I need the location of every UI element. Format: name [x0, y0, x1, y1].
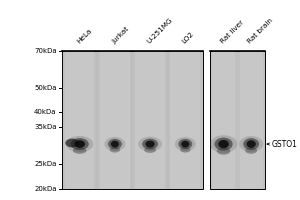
Ellipse shape [180, 147, 190, 153]
FancyBboxPatch shape [212, 51, 235, 189]
Text: U-251MG: U-251MG [146, 17, 174, 45]
Bar [62, 51, 203, 189]
Text: GSTO1: GSTO1 [272, 140, 298, 149]
Ellipse shape [178, 139, 192, 149]
Text: 35kDa: 35kDa [34, 124, 57, 130]
Bar [210, 51, 265, 189]
FancyBboxPatch shape [100, 51, 130, 189]
Text: 50kDa: 50kDa [34, 85, 57, 91]
Ellipse shape [214, 138, 233, 151]
FancyBboxPatch shape [135, 51, 165, 189]
Text: Jurkat: Jurkat [111, 26, 130, 45]
Ellipse shape [181, 141, 189, 147]
Ellipse shape [108, 139, 122, 149]
Ellipse shape [74, 140, 85, 148]
Text: 70kDa: 70kDa [34, 48, 57, 54]
Ellipse shape [243, 138, 259, 150]
Ellipse shape [104, 137, 125, 151]
Text: Rat brain: Rat brain [247, 17, 274, 45]
Ellipse shape [110, 147, 120, 153]
Ellipse shape [239, 136, 263, 152]
FancyBboxPatch shape [240, 51, 263, 189]
Ellipse shape [65, 139, 79, 147]
Text: 20kDa: 20kDa [34, 186, 57, 192]
Ellipse shape [210, 135, 237, 153]
Ellipse shape [247, 140, 256, 148]
Ellipse shape [175, 137, 196, 151]
Ellipse shape [245, 147, 257, 154]
Ellipse shape [217, 148, 230, 155]
Ellipse shape [144, 147, 156, 153]
Text: LO2: LO2 [181, 31, 195, 45]
Ellipse shape [146, 141, 155, 148]
FancyBboxPatch shape [65, 51, 94, 189]
FancyBboxPatch shape [170, 51, 200, 189]
Text: 25kDa: 25kDa [34, 161, 57, 167]
Ellipse shape [66, 136, 93, 152]
Ellipse shape [138, 137, 162, 151]
Ellipse shape [70, 138, 89, 150]
Text: Rat liver: Rat liver [219, 19, 245, 45]
Ellipse shape [111, 141, 119, 147]
Text: HeLa: HeLa [76, 28, 93, 45]
Ellipse shape [218, 140, 229, 148]
Text: 40kDa: 40kDa [34, 109, 57, 115]
Ellipse shape [73, 147, 86, 154]
Ellipse shape [142, 139, 158, 149]
